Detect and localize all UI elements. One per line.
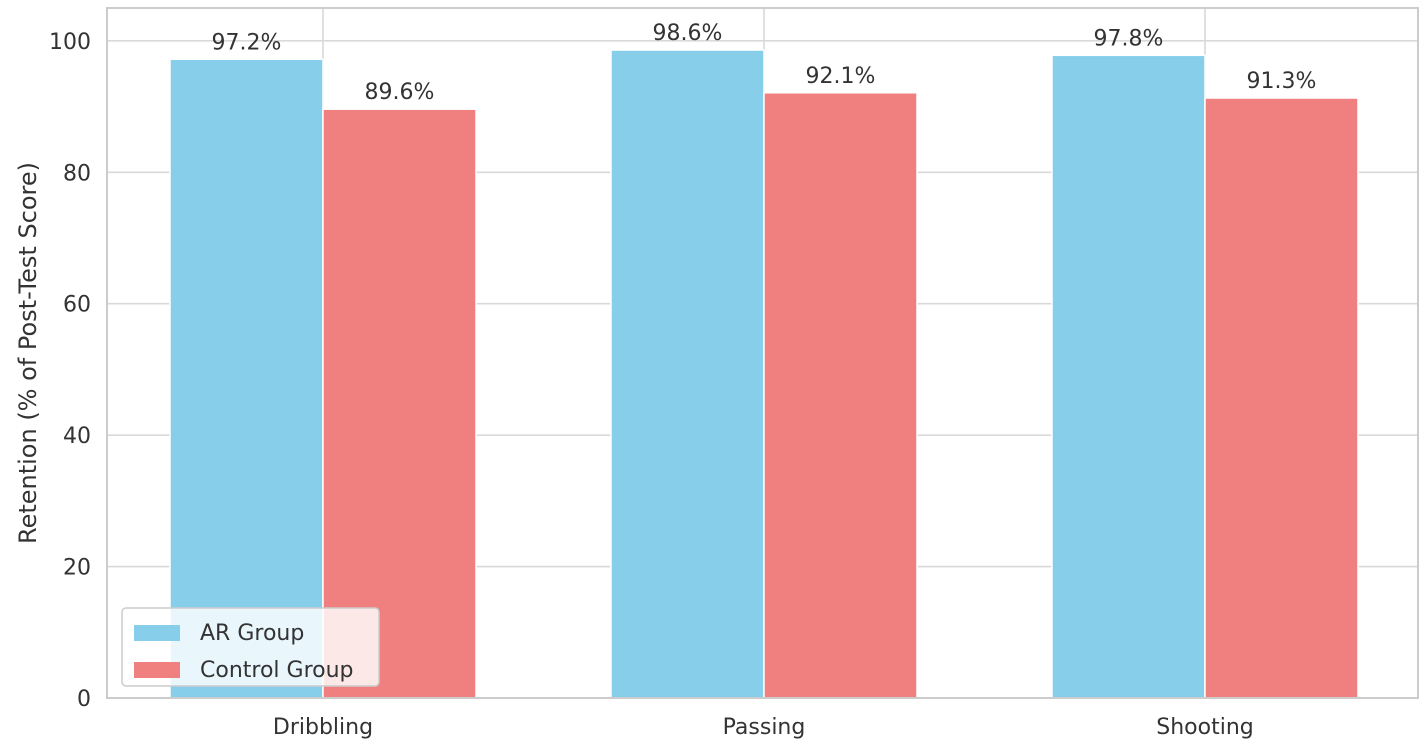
bar-ar-dribbling: [169, 58, 324, 699]
legend: AR Group Control Group: [121, 607, 380, 687]
tick-layer: 0 20 40 60 80 100 Dribbling Passing Shooting: [49, 30, 1254, 740]
y-tick-label: 0: [77, 687, 91, 712]
data-label: 97.8%: [1094, 26, 1164, 51]
y-tick-label: 40: [63, 424, 91, 449]
data-label: 89.6%: [365, 80, 435, 105]
plot-border: [106, 7, 1419, 699]
data-label: 98.6%: [653, 21, 723, 46]
data-label: 91.3%: [1247, 69, 1317, 94]
bar-control-shooting: [1204, 97, 1359, 699]
bar-control-passing: [763, 92, 918, 699]
x-tick-label: Dribbling: [273, 715, 373, 740]
y-tick-label: 60: [63, 293, 91, 318]
y-tick-label: 100: [49, 30, 91, 55]
legend-box: [121, 607, 380, 687]
bar-ar-shooting: [1051, 54, 1206, 699]
y-tick-label: 20: [63, 556, 91, 581]
data-label: 92.1%: [806, 64, 876, 89]
bar-ar-passing: [610, 49, 765, 699]
legend-label: Control Group: [200, 658, 354, 683]
bar-layer: [169, 49, 1359, 699]
legend-swatch: [134, 662, 180, 678]
y-tick-label: 80: [63, 161, 91, 186]
data-label: 97.2%: [212, 30, 282, 55]
x-tick-label: Passing: [723, 715, 806, 740]
bar-control-dribbling: [322, 108, 477, 699]
y-axis-title: Retention (% of Post-Test Score): [14, 162, 42, 544]
legend-label: AR Group: [200, 621, 304, 646]
plot-frame: [106, 7, 1419, 699]
data-label-layer: 97.2% 98.6% 97.8% 89.6% 92.1% 91.3%: [212, 21, 1317, 105]
legend-swatch: [134, 625, 180, 641]
x-tick-label: Shooting: [1156, 715, 1253, 740]
